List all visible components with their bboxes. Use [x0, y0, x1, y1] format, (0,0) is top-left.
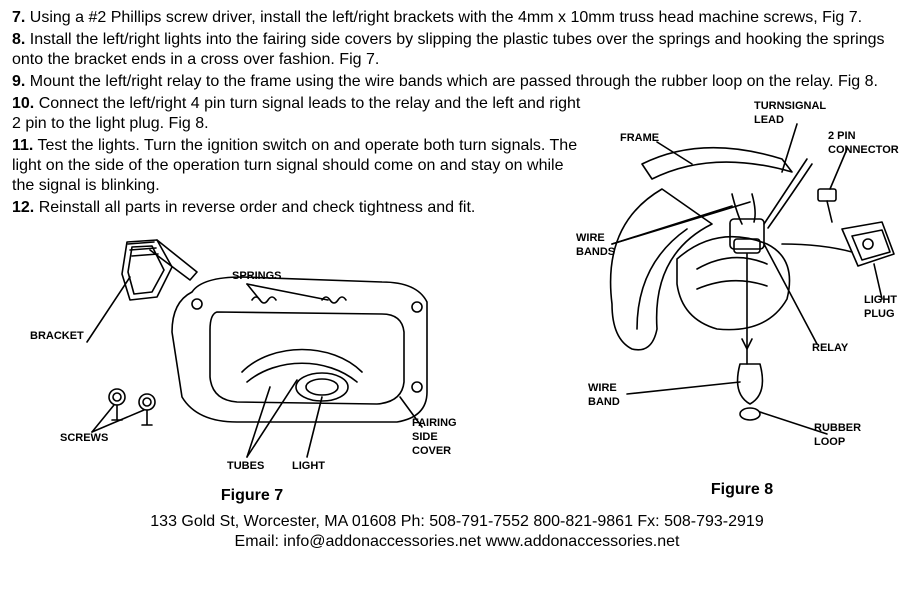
fig7-label-tubes: TUBES [227, 460, 264, 474]
footer-line1: 133 Gold St, Worcester, MA 01608 Ph: 508… [12, 512, 902, 532]
fig8-label-wirebands: WIRE BANDS [576, 232, 615, 260]
fig7-label-screws: SCREWS [60, 432, 108, 446]
fig8-label-relay: RELAY [812, 342, 848, 356]
step-11-num: 11. [12, 137, 33, 154]
fig7-label-light: LIGHT [292, 460, 325, 474]
step-7: 7. Using a #2 Phillips screw driver, ins… [12, 8, 902, 28]
fig8-label-wireband: WIRE BAND [588, 382, 620, 410]
fig8-label-turnsignal: TURNSIGNAL LEAD [754, 100, 826, 128]
step-11-text: Test the lights. Turn the ignition switc… [12, 137, 577, 194]
fig7-label-fairing: FAIRING SIDE COVER [412, 417, 457, 458]
fig8-label-rubberloop: RUBBER LOOP [814, 422, 861, 450]
figure-8: FRAME TURNSIGNAL LEAD 2 PIN CONNECTOR WI… [582, 94, 902, 504]
step-9-text: Mount the left/right relay to the frame … [30, 73, 878, 90]
step-12-text: Reinstall all parts in reverse order and… [39, 199, 476, 216]
step-10: 10. Connect the left/right 4 pin turn si… [12, 94, 582, 134]
figure-8-caption: Figure 8 [582, 480, 902, 500]
step-7-num: 7. [12, 9, 25, 26]
step-9-num: 9. [12, 73, 25, 90]
step-8-text: Install the left/right lights into the f… [12, 31, 885, 68]
footer-line2: Email: info@addonaccessories.net www.add… [12, 532, 902, 552]
fig8-label-twopin: 2 PIN CONNECTOR [828, 130, 899, 158]
left-column: 10. Connect the left/right 4 pin turn si… [12, 94, 582, 506]
step-12: 12. Reinstall all parts in reverse order… [12, 198, 582, 218]
footer: 133 Gold St, Worcester, MA 01608 Ph: 508… [12, 512, 902, 552]
fig8-label-lightplug: LIGHT PLUG [864, 294, 897, 322]
step-8: 8. Install the left/right lights into th… [12, 30, 902, 70]
two-column-area: 10. Connect the left/right 4 pin turn si… [12, 94, 902, 506]
fig7-label-bracket: BRACKET [30, 330, 84, 344]
figure-7: BRACKET SPRINGS SCREWS TUBES LIGHT FAIRI… [12, 222, 582, 482]
step-12-num: 12. [12, 199, 34, 216]
fig7-label-springs: SPRINGS [232, 270, 282, 284]
step-10-num: 10. [12, 95, 34, 112]
step-7-text: Using a #2 Phillips screw driver, instal… [30, 9, 862, 26]
step-8-num: 8. [12, 31, 25, 48]
fig8-label-frame: FRAME [620, 132, 659, 146]
figure-7-caption: Figure 7 [22, 486, 482, 506]
step-10-text: Connect the left/right 4 pin turn signal… [12, 95, 580, 132]
step-9: 9. Mount the left/right relay to the fra… [12, 72, 902, 92]
step-11: 11. Test the lights. Turn the ignition s… [12, 136, 582, 196]
